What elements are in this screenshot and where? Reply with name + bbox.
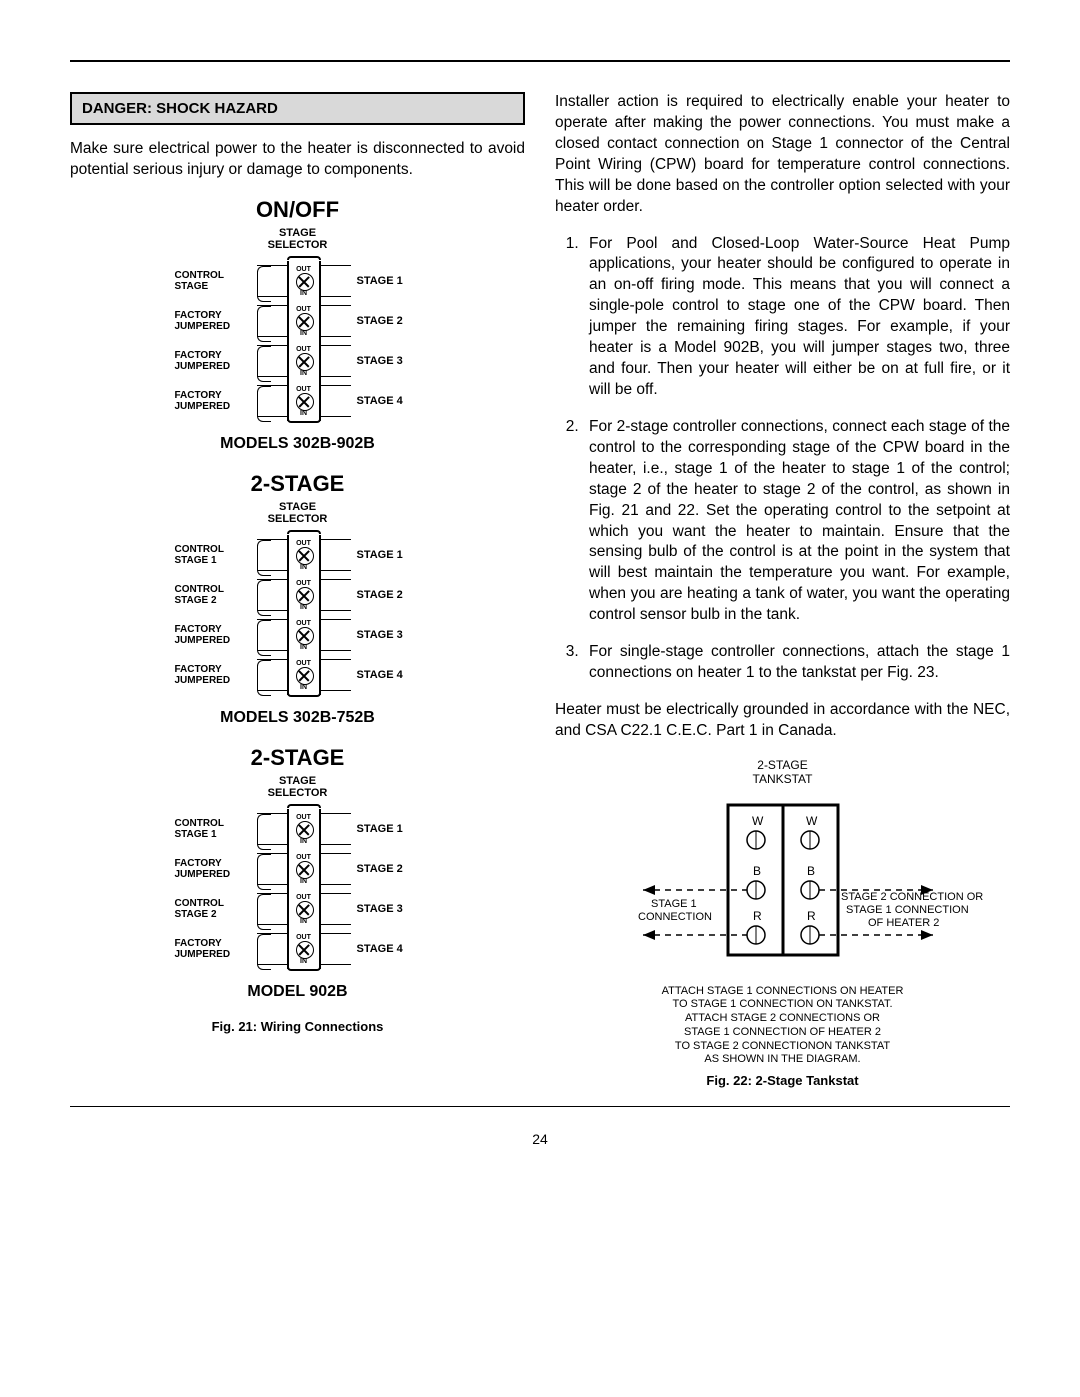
svg-text:STAGE 2 CONNECTION OR: STAGE 2 CONNECTION OR	[841, 891, 983, 903]
selector-left-label: FACTORYJUMPERED	[175, 858, 257, 880]
selector-row: CONTROLSTAGE 2 OUTIN STAGE 2	[175, 575, 421, 615]
selector-right-label: STAGE 4	[351, 943, 421, 955]
selector-row: FACTORYJUMPERED OUTIN STAGE 2	[175, 849, 421, 889]
selector-left-label: CONTROLSTAGE	[175, 270, 257, 292]
list-item: For Pool and Closed-Loop Water-Source He…	[583, 234, 1010, 401]
selector-right-label: STAGE 1	[351, 549, 421, 561]
diagram-title: 2-STAGE	[70, 471, 525, 497]
svg-text:STAGE 1 CONNECTION: STAGE 1 CONNECTION	[846, 904, 969, 916]
selector-diagram: 2-STAGE STAGESELECTOR CONTROLSTAGE 1 OUTIN S…	[70, 745, 525, 1001]
selector-terminal: OUTIN	[287, 535, 321, 575]
selector-terminal: OUTIN	[287, 929, 321, 969]
left-paragraph: Make sure electrical power to the heater…	[70, 139, 525, 181]
selector-left-label: FACTORYJUMPERED	[175, 664, 257, 686]
selector-left-label: CONTROLSTAGE 2	[175, 584, 257, 606]
diagram-subtitle: STAGESELECTOR	[70, 775, 525, 799]
selector-terminal: OUTIN	[287, 889, 321, 929]
selector-terminal: OUTIN	[287, 341, 321, 381]
ground-paragraph: Heater must be electrically grounded in …	[555, 700, 1010, 742]
selector-diagram: 2-STAGE STAGESELECTOR CONTROLSTAGE 1 OUTIN S…	[70, 471, 525, 727]
list-item: For 2-stage controller connections, conn…	[583, 417, 1010, 626]
svg-text:STAGE 1: STAGE 1	[651, 898, 697, 910]
selector-right-label: STAGE 4	[351, 669, 421, 681]
selector-right-label: STAGE 1	[351, 275, 421, 287]
selector-terminal: OUTIN	[287, 381, 321, 421]
selector-left-label: CONTROLSTAGE 1	[175, 818, 257, 840]
diagram-models-label: MODELS 302B-752B	[70, 709, 525, 727]
selector-diagram: ON/OFF STAGESELECTOR CONTROLSTAGE OUTIN STAG…	[70, 197, 525, 453]
selector-row: FACTORYJUMPERED OUTIN STAGE 3	[175, 615, 421, 655]
selector-terminal: OUTIN	[287, 261, 321, 301]
selector-terminal: OUTIN	[287, 809, 321, 849]
svg-text:OF HEATER 2: OF HEATER 2	[868, 917, 939, 929]
selector-right-label: STAGE 2	[351, 315, 421, 327]
diagram-subtitle: STAGESELECTOR	[70, 501, 525, 525]
danger-box: DANGER: SHOCK HAZARD	[70, 92, 525, 125]
selector-row: CONTROLSTAGE OUTIN STAGE 1	[175, 261, 421, 301]
tankstat-title-l1: 2-STAGE	[757, 758, 807, 772]
selector-left-label: CONTROLSTAGE 2	[175, 898, 257, 920]
bottom-rule	[70, 1106, 1010, 1107]
selector-left-label: FACTORYJUMPERED	[175, 624, 257, 646]
svg-text:B: B	[753, 864, 761, 878]
selector-row: FACTORYJUMPERED OUTIN STAGE 2	[175, 301, 421, 341]
list-item: For single-stage controller connections,…	[583, 642, 1010, 684]
tankstat-title-l2: TANKSTAT	[753, 772, 813, 786]
left-column: DANGER: SHOCK HAZARD Make sure electrica…	[70, 92, 525, 1088]
selector-terminal: OUTIN	[287, 301, 321, 341]
selector-terminal: OUTIN	[287, 575, 321, 615]
selector-left-label: FACTORYJUMPERED	[175, 310, 257, 332]
selector-row: FACTORYJUMPERED OUTIN STAGE 4	[175, 381, 421, 421]
selector-left-label: FACTORYJUMPERED	[175, 938, 257, 960]
selector-row: CONTROLSTAGE 2 OUTIN STAGE 3	[175, 889, 421, 929]
fig22-caption: Fig. 22: 2-Stage Tankstat	[555, 1073, 1010, 1088]
selector-right-label: STAGE 3	[351, 355, 421, 367]
diagrams-host: ON/OFF STAGESELECTOR CONTROLSTAGE OUTIN STAG…	[70, 197, 525, 1002]
instruction-list: For Pool and Closed-Loop Water-Source He…	[555, 234, 1010, 684]
selector-left-label: FACTORYJUMPERED	[175, 350, 257, 372]
right-intro: Installer action is required to electric…	[555, 92, 1010, 218]
svg-text:R: R	[807, 909, 816, 923]
selector-right-label: STAGE 3	[351, 903, 421, 915]
selector-row: CONTROLSTAGE 1 OUTIN STAGE 1	[175, 535, 421, 575]
diagram-subtitle: STAGESELECTOR	[70, 227, 525, 251]
selector-row: CONTROLSTAGE 1 OUTIN STAGE 1	[175, 809, 421, 849]
diagram-models-label: MODELS 302B-902B	[70, 435, 525, 453]
tankstat-note: ATTACH STAGE 1 CONNECTIONS ON HEATER TO …	[555, 985, 1010, 1068]
diagram-title: 2-STAGE	[70, 745, 525, 771]
svg-text:CONNECTION: CONNECTION	[638, 911, 712, 923]
selector-right-label: STAGE 2	[351, 863, 421, 875]
page-number: 24	[70, 1131, 1010, 1147]
selector-right-label: STAGE 2	[351, 589, 421, 601]
selector-terminal: OUTIN	[287, 615, 321, 655]
fig21-caption: Fig. 21: Wiring Connections	[70, 1019, 525, 1034]
selector-terminal: OUTIN	[287, 849, 321, 889]
diagram-title: ON/OFF	[70, 197, 525, 223]
tankstat-svg: W B R W B R	[573, 795, 993, 975]
svg-text:W: W	[752, 814, 764, 828]
selector-row: FACTORYJUMPERED OUTIN STAGE 4	[175, 655, 421, 695]
selector-terminal: OUTIN	[287, 655, 321, 695]
selector-right-label: STAGE 1	[351, 823, 421, 835]
svg-text:W: W	[806, 814, 818, 828]
selector-row: FACTORYJUMPERED OUTIN STAGE 3	[175, 341, 421, 381]
selector-left-label: CONTROLSTAGE 1	[175, 544, 257, 566]
tankstat-diagram: 2-STAGE TANKSTAT W B R W	[555, 758, 1010, 1067]
svg-text:B: B	[807, 864, 815, 878]
right-column: Installer action is required to electric…	[555, 92, 1010, 1088]
selector-right-label: STAGE 3	[351, 629, 421, 641]
selector-right-label: STAGE 4	[351, 395, 421, 407]
top-rule	[70, 60, 1010, 62]
diagram-models-label: MODEL 902B	[70, 983, 525, 1001]
svg-text:R: R	[753, 909, 762, 923]
selector-left-label: FACTORYJUMPERED	[175, 390, 257, 412]
selector-row: FACTORYJUMPERED OUTIN STAGE 4	[175, 929, 421, 969]
